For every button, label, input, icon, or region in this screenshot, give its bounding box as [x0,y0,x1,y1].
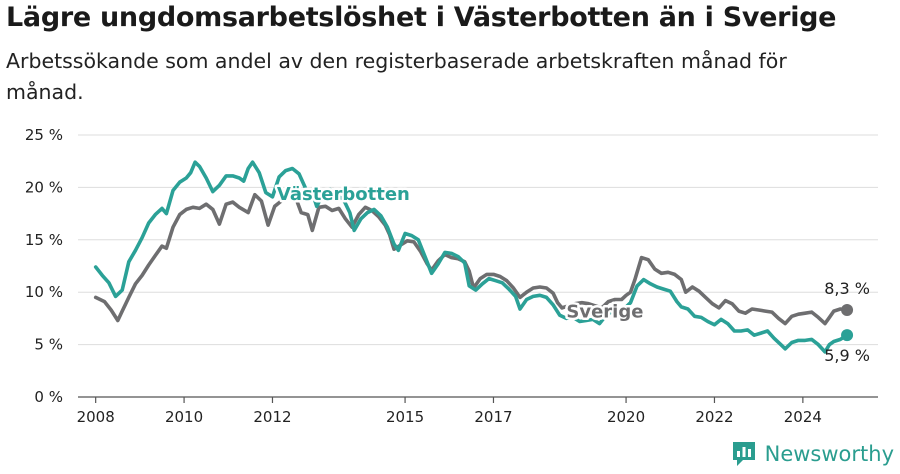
y-tick-label: 20 % [25,178,63,196]
series-lines [93,160,854,354]
y-tick-label: 5 % [34,336,63,354]
page-subtitle: Arbetssökande som andel av den registerb… [6,49,787,104]
end-point-sverige [841,304,854,317]
y-tick-label: 10 % [25,283,63,301]
series-line-vasterbotten [93,160,849,354]
end-point-vasterbotten [841,329,854,342]
end-label-vasterbotten: 5,9 % [824,346,870,365]
x-tick-label: 2020 [607,408,645,426]
y-tick-label: 25 % [25,126,63,144]
x-axis: 2008 2010 2012 2015 2017 2020 2022 2024 [77,397,822,426]
brand-name: Newsworthy [764,442,894,466]
series-label-vasterbotten: Västerbotten [277,184,410,205]
x-tick-label: 2012 [253,408,291,426]
bar-chart-logo-icon [732,442,755,466]
series-labels: 8,3 % 5,9 % Västerbotten Sverige [274,181,870,365]
page-title: Lägre ungdomsarbetslöshet i Västerbotten… [6,2,837,33]
series-line-sverige [93,192,849,326]
x-tick-label: 2024 [784,408,822,426]
x-tick-label: 2008 [77,408,115,426]
x-tick-label: 2022 [695,408,733,426]
grid-lines [78,134,878,398]
y-tick-label: 15 % [25,231,63,249]
y-axis: 0 % 5 % 10 % 15 % 20 % 25 % [25,126,63,406]
end-label-sverige: 8,3 % [824,279,870,298]
brand-logo: Newsworthy [731,440,894,468]
series-label-sverige: Sverige [566,301,643,322]
y-tick-label: 0 % [34,388,63,406]
x-tick-label: 2017 [474,408,512,426]
x-tick-label: 2015 [386,408,424,426]
x-tick-label: 2010 [165,408,203,426]
